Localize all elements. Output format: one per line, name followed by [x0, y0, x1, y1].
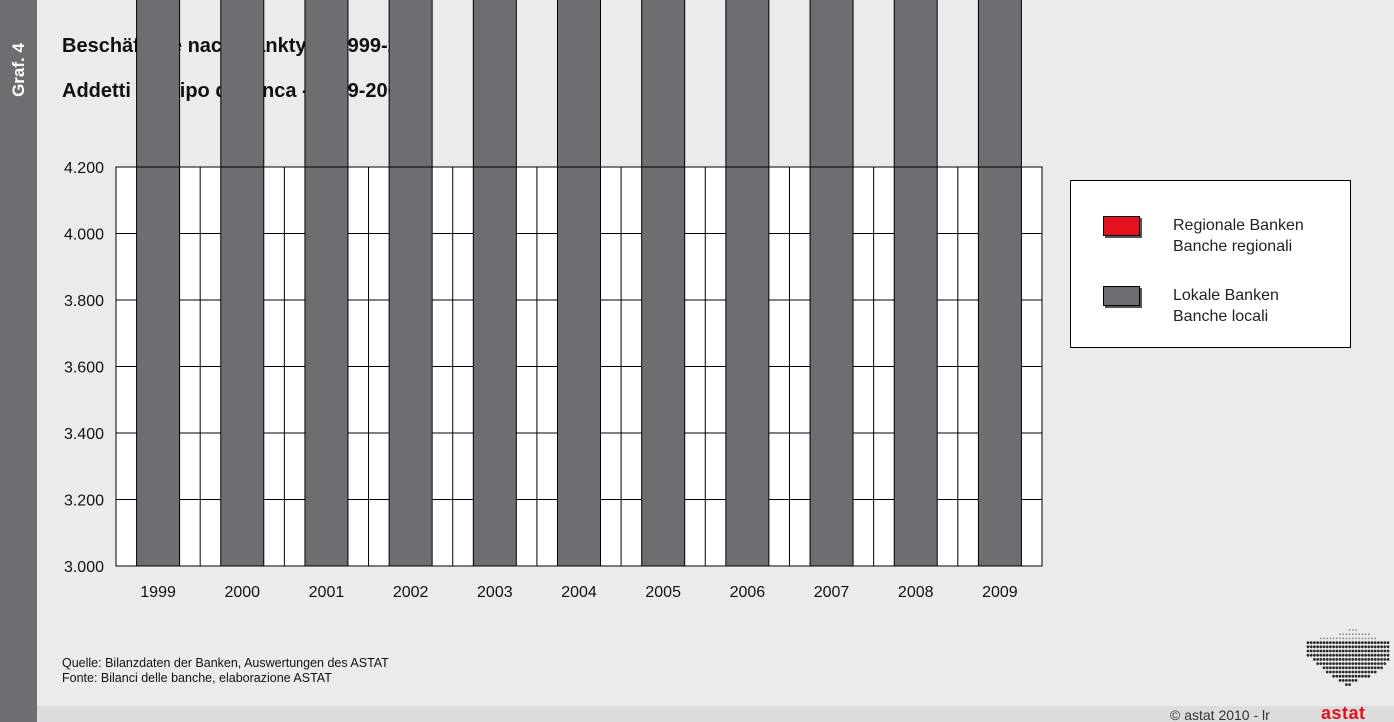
legend-swatch-regional	[1103, 216, 1140, 236]
bar-segment-local	[304, 0, 349, 567]
y-tick-label: 3.200	[64, 493, 104, 510]
y-tick-label: 3.800	[64, 293, 104, 310]
y-tick-labels: 3.000 3.200 3.400 3.600 3.800 4.000 4.200	[64, 160, 104, 576]
y-tick-label: 4.200	[64, 160, 104, 177]
astat-logo-icon	[1306, 629, 1390, 686]
y-tick-label: 3.600	[64, 360, 104, 377]
bar-segment-local	[472, 0, 517, 567]
bar-segment-local	[725, 0, 770, 567]
legend-swatch-local	[1103, 286, 1140, 306]
plot-border	[115, 166, 1043, 567]
astat-logo-text: astat	[1321, 703, 1366, 722]
bar-segment-local	[220, 0, 265, 567]
bar-segment-local	[893, 0, 938, 567]
x-tick-label: 2001	[309, 584, 345, 601]
bar-segment-local	[557, 0, 601, 567]
y-tick-label: 4.000	[64, 227, 104, 244]
bar-segment-local	[388, 0, 433, 567]
x-tick-label: 2005	[645, 584, 681, 601]
side-strip: Graf. 4	[0, 0, 37, 722]
legend: Regionale Banken Banche regionali Lokale…	[1070, 180, 1351, 348]
bar-segment-local	[809, 0, 854, 567]
x-tick-label: 1999	[140, 584, 176, 601]
y-tick-label: 3.400	[64, 426, 104, 443]
bar-segment-local	[641, 0, 686, 567]
x-tick-labels: 1999 2000 2001 2002 2003 2004 2005 2006 2007 2008…	[140, 584, 1018, 601]
legend-regional-de: Regionale Banken	[1173, 217, 1304, 234]
legend-label-local: Lokale Banken Banche locali	[1173, 285, 1279, 327]
x-tick-label: 2003	[477, 584, 513, 601]
y-tick-label: 3.000	[64, 559, 104, 576]
legend-regional-it: Banche regionali	[1173, 238, 1293, 255]
legend-local-de: Lokale Banken	[1173, 287, 1279, 304]
x-tick-label: 2006	[730, 584, 766, 601]
copyright-text: © astat 2010 - lr	[1170, 707, 1270, 722]
source-italian: Fonte: Bilanci delle banche, elaborazion…	[62, 671, 332, 685]
legend-local-it: Banche locali	[1173, 308, 1269, 325]
legend-label-regional: Regionale Banken Banche regionali	[1173, 215, 1304, 257]
source-german: Quelle: Bilanzdaten der Banken, Auswertu…	[62, 656, 389, 670]
bar-segment-local	[136, 0, 181, 567]
x-tick-label: 2004	[561, 584, 597, 601]
footer-bar	[37, 706, 1394, 722]
x-tick-label: 2002	[393, 584, 429, 601]
source-note: Quelle: Bilanzdaten der Banken, Auswertu…	[62, 656, 389, 686]
x-tick-label: 2008	[898, 584, 934, 601]
x-tick-label: 2007	[814, 584, 850, 601]
x-tick-label: 2009	[982, 584, 1018, 601]
bar-segment-local	[977, 0, 1022, 567]
x-tick-label: 2000	[224, 584, 260, 601]
